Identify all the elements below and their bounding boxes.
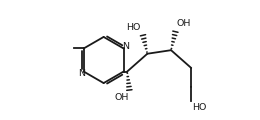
Text: N: N — [79, 69, 86, 78]
Text: HO: HO — [192, 103, 206, 112]
Text: OH: OH — [177, 19, 191, 28]
Text: OH: OH — [114, 93, 128, 102]
Text: N: N — [122, 42, 129, 51]
Text: HO: HO — [126, 23, 141, 32]
